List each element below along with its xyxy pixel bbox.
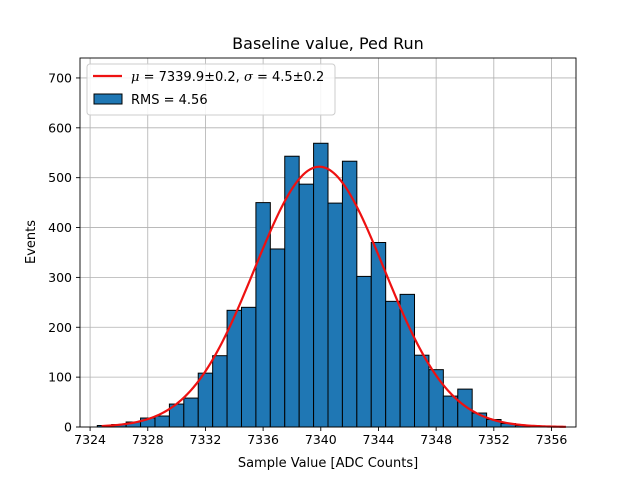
legend-box: [86, 63, 336, 116]
y-tick-label: 200: [48, 320, 72, 335]
y-tick-label: 700: [48, 70, 72, 85]
y-axis-ticks: 0 100 200 300 400 500 600 700: [48, 70, 80, 435]
x-tick-label: 7348: [420, 432, 452, 447]
chart-title: Baseline value, Ped Run: [232, 34, 424, 53]
y-tick-label: 100: [48, 370, 72, 385]
x-tick-label: 7344: [363, 432, 395, 447]
legend-fit-label: μ = 7339.9±0.2, σ = 4.5±0.2: [131, 70, 324, 85]
legend-mu-value: = 7339.9±0.2,: [139, 70, 243, 85]
x-tick-label: 7340: [305, 432, 337, 447]
histogram-bar: [298, 183, 315, 428]
legend-sigma-value: = 4.5±0.2: [253, 70, 324, 85]
x-tick-label: 7352: [478, 432, 510, 447]
legend-hist-swatch: [93, 93, 123, 105]
legend-sigma-symbol: σ: [244, 70, 254, 85]
histogram-bar: [183, 397, 199, 428]
fit-curve: [101, 165, 566, 428]
histogram-bar: [212, 355, 228, 428]
x-tick-label: 7356: [536, 432, 568, 447]
histogram-bar: [313, 142, 329, 428]
legend: μ = 7339.9±0.2, σ = 4.5±0.2 RMS = 4.56: [86, 63, 336, 116]
fit-curve-group: [101, 165, 566, 428]
histogram-bar: [154, 415, 170, 428]
x-tick-label: 7328: [132, 432, 164, 447]
legend-mu-symbol: μ: [131, 70, 139, 85]
histogram-bar: [356, 275, 372, 428]
histogram-bar: [269, 248, 286, 428]
histogram-bar: [197, 372, 214, 428]
histogram-bar: [442, 395, 459, 428]
legend-hist-label: RMS = 4.56: [131, 93, 208, 108]
y-tick-label: 500: [48, 170, 72, 185]
histogram-bar: [457, 388, 473, 428]
y-tick-label: 400: [48, 220, 72, 235]
y-tick-label: 600: [48, 120, 72, 135]
plot-area-frame: [79, 57, 577, 428]
x-tick-label: 7324: [74, 432, 106, 447]
histogram-bar: [385, 300, 401, 428]
x-tick-label: 7332: [190, 432, 222, 447]
y-axis-label: Events: [24, 220, 39, 264]
histogram-bar: [414, 354, 430, 428]
x-axis-label: Sample Value [ADC Counts]: [238, 456, 418, 471]
y-tick-label: 300: [48, 270, 72, 285]
y-tick-label: 0: [64, 420, 72, 435]
histogram-bar: [428, 369, 444, 428]
x-tick-label: 7336: [247, 432, 279, 447]
histogram-bar: [327, 202, 343, 428]
histogram-bar: [240, 306, 257, 428]
x-axis-ticks: 7324 7328 7332 7336 7340 7344 7348 7352 7356: [74, 427, 567, 447]
